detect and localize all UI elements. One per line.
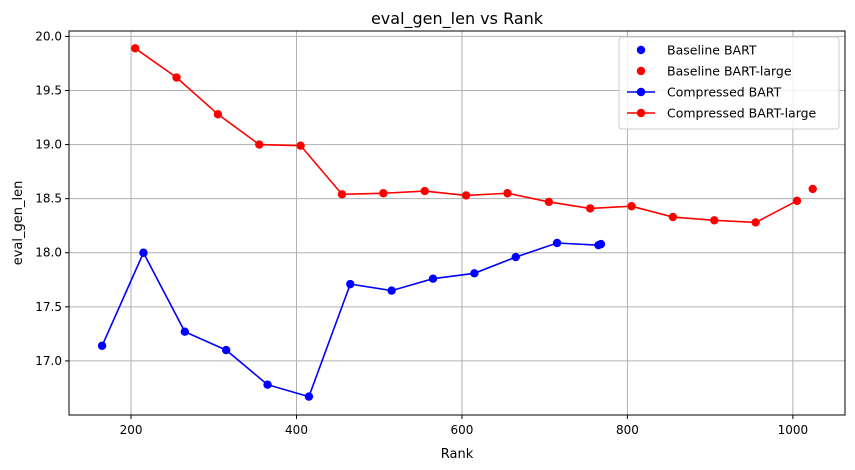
y-axis-ticks: 17.0 17.5 18.0 18.5 19.0 19.5 20.0 — [35, 29, 69, 368]
chart-title: eval_gen_len vs Rank — [371, 9, 544, 29]
y-tick-label: 19.0 — [35, 138, 62, 152]
series-layer — [97, 44, 817, 401]
y-tick-label: 18.5 — [35, 192, 62, 206]
compressed-bart-large-point — [792, 196, 802, 206]
compressed-bart-point — [304, 392, 314, 401]
compressed-bart-point — [511, 252, 520, 262]
compressed-bart-large-point — [337, 190, 347, 199]
compressed-bart-point — [387, 286, 396, 295]
baseline-bart-large-point — [808, 184, 817, 194]
compressed-bart-large-point — [627, 202, 636, 211]
compressed-bart-large-point — [461, 191, 471, 200]
legend-label: Compressed BART-large — [667, 106, 817, 121]
compressed-bart-large-point — [544, 197, 554, 207]
compressed-bart-large-point — [751, 218, 760, 227]
grid — [69, 31, 845, 415]
x-tick-label: 200 — [120, 423, 143, 437]
compressed-bart-large-point — [668, 212, 678, 222]
plot-frame — [68, 30, 846, 416]
legend-label: Baseline BART-large — [667, 64, 792, 79]
y-tick-label: 17.5 — [35, 300, 62, 314]
legend-label: Compressed BART — [667, 85, 782, 100]
x-tick-label: 800 — [616, 423, 639, 437]
compressed-bart-point — [470, 269, 479, 278]
compressed-bart-large-point — [130, 44, 140, 53]
compressed-bart-large-point — [296, 141, 305, 150]
legend-marker — [636, 66, 646, 76]
y-tick-label: 17.0 — [35, 354, 62, 368]
baseline-bart-large-series — [808, 184, 817, 194]
compressed-bart-large-point — [710, 216, 719, 225]
compressed-bart-point — [263, 380, 272, 389]
compressed-bart-point — [180, 327, 190, 336]
compressed-bart-large-point — [585, 204, 595, 213]
compressed-bart-point — [594, 240, 603, 250]
legend-item-compressed-bart-large: Compressed BART-large — [627, 106, 817, 121]
x-axis-label: Rank — [441, 447, 474, 462]
legend-label: Baseline BART — [667, 43, 757, 58]
legend-item-baseline-bart: Baseline BART — [636, 43, 757, 58]
compressed-bart-large-point — [379, 189, 388, 198]
compressed-bart-series — [97, 238, 603, 401]
compressed-bart-point — [139, 248, 148, 257]
y-tick-label: 20.0 — [35, 29, 62, 43]
compressed-bart-large-point — [255, 140, 264, 149]
x-tick-label: 1000 — [778, 423, 809, 437]
legend-marker — [636, 45, 646, 55]
y-tick-label: 18.0 — [35, 246, 62, 260]
compressed-bart-large-point — [420, 186, 429, 196]
legend-marker — [636, 87, 646, 97]
compressed-bart-point — [97, 341, 107, 350]
compressed-bart-large-series — [130, 44, 802, 227]
legend-box — [618, 36, 840, 130]
legend-item-compressed-bart: Compressed BART — [627, 85, 782, 100]
legend: Baseline BART Baseline BART-large Compress… — [618, 36, 840, 130]
compressed-bart-point — [346, 279, 355, 289]
y-tick-label: 19.5 — [35, 83, 62, 97]
x-tick-label: 600 — [451, 423, 474, 437]
compressed-bart-large-point — [503, 189, 512, 198]
compressed-bart-large-point — [172, 73, 181, 82]
legend-marker — [636, 108, 646, 118]
compressed-bart-line — [101, 242, 599, 398]
legend-item-baseline-bart-large: Baseline BART-large — [636, 64, 792, 79]
compressed-bart-large-point — [213, 110, 223, 119]
compressed-bart-point — [552, 238, 562, 248]
x-axis-ticks: 200 400 600 800 1000 — [120, 415, 809, 437]
x-tick-label: 400 — [285, 423, 308, 437]
compressed-bart-point — [428, 274, 438, 283]
y-axis-label: eval_gen_len — [11, 181, 26, 266]
compressed-bart-point — [221, 345, 231, 355]
